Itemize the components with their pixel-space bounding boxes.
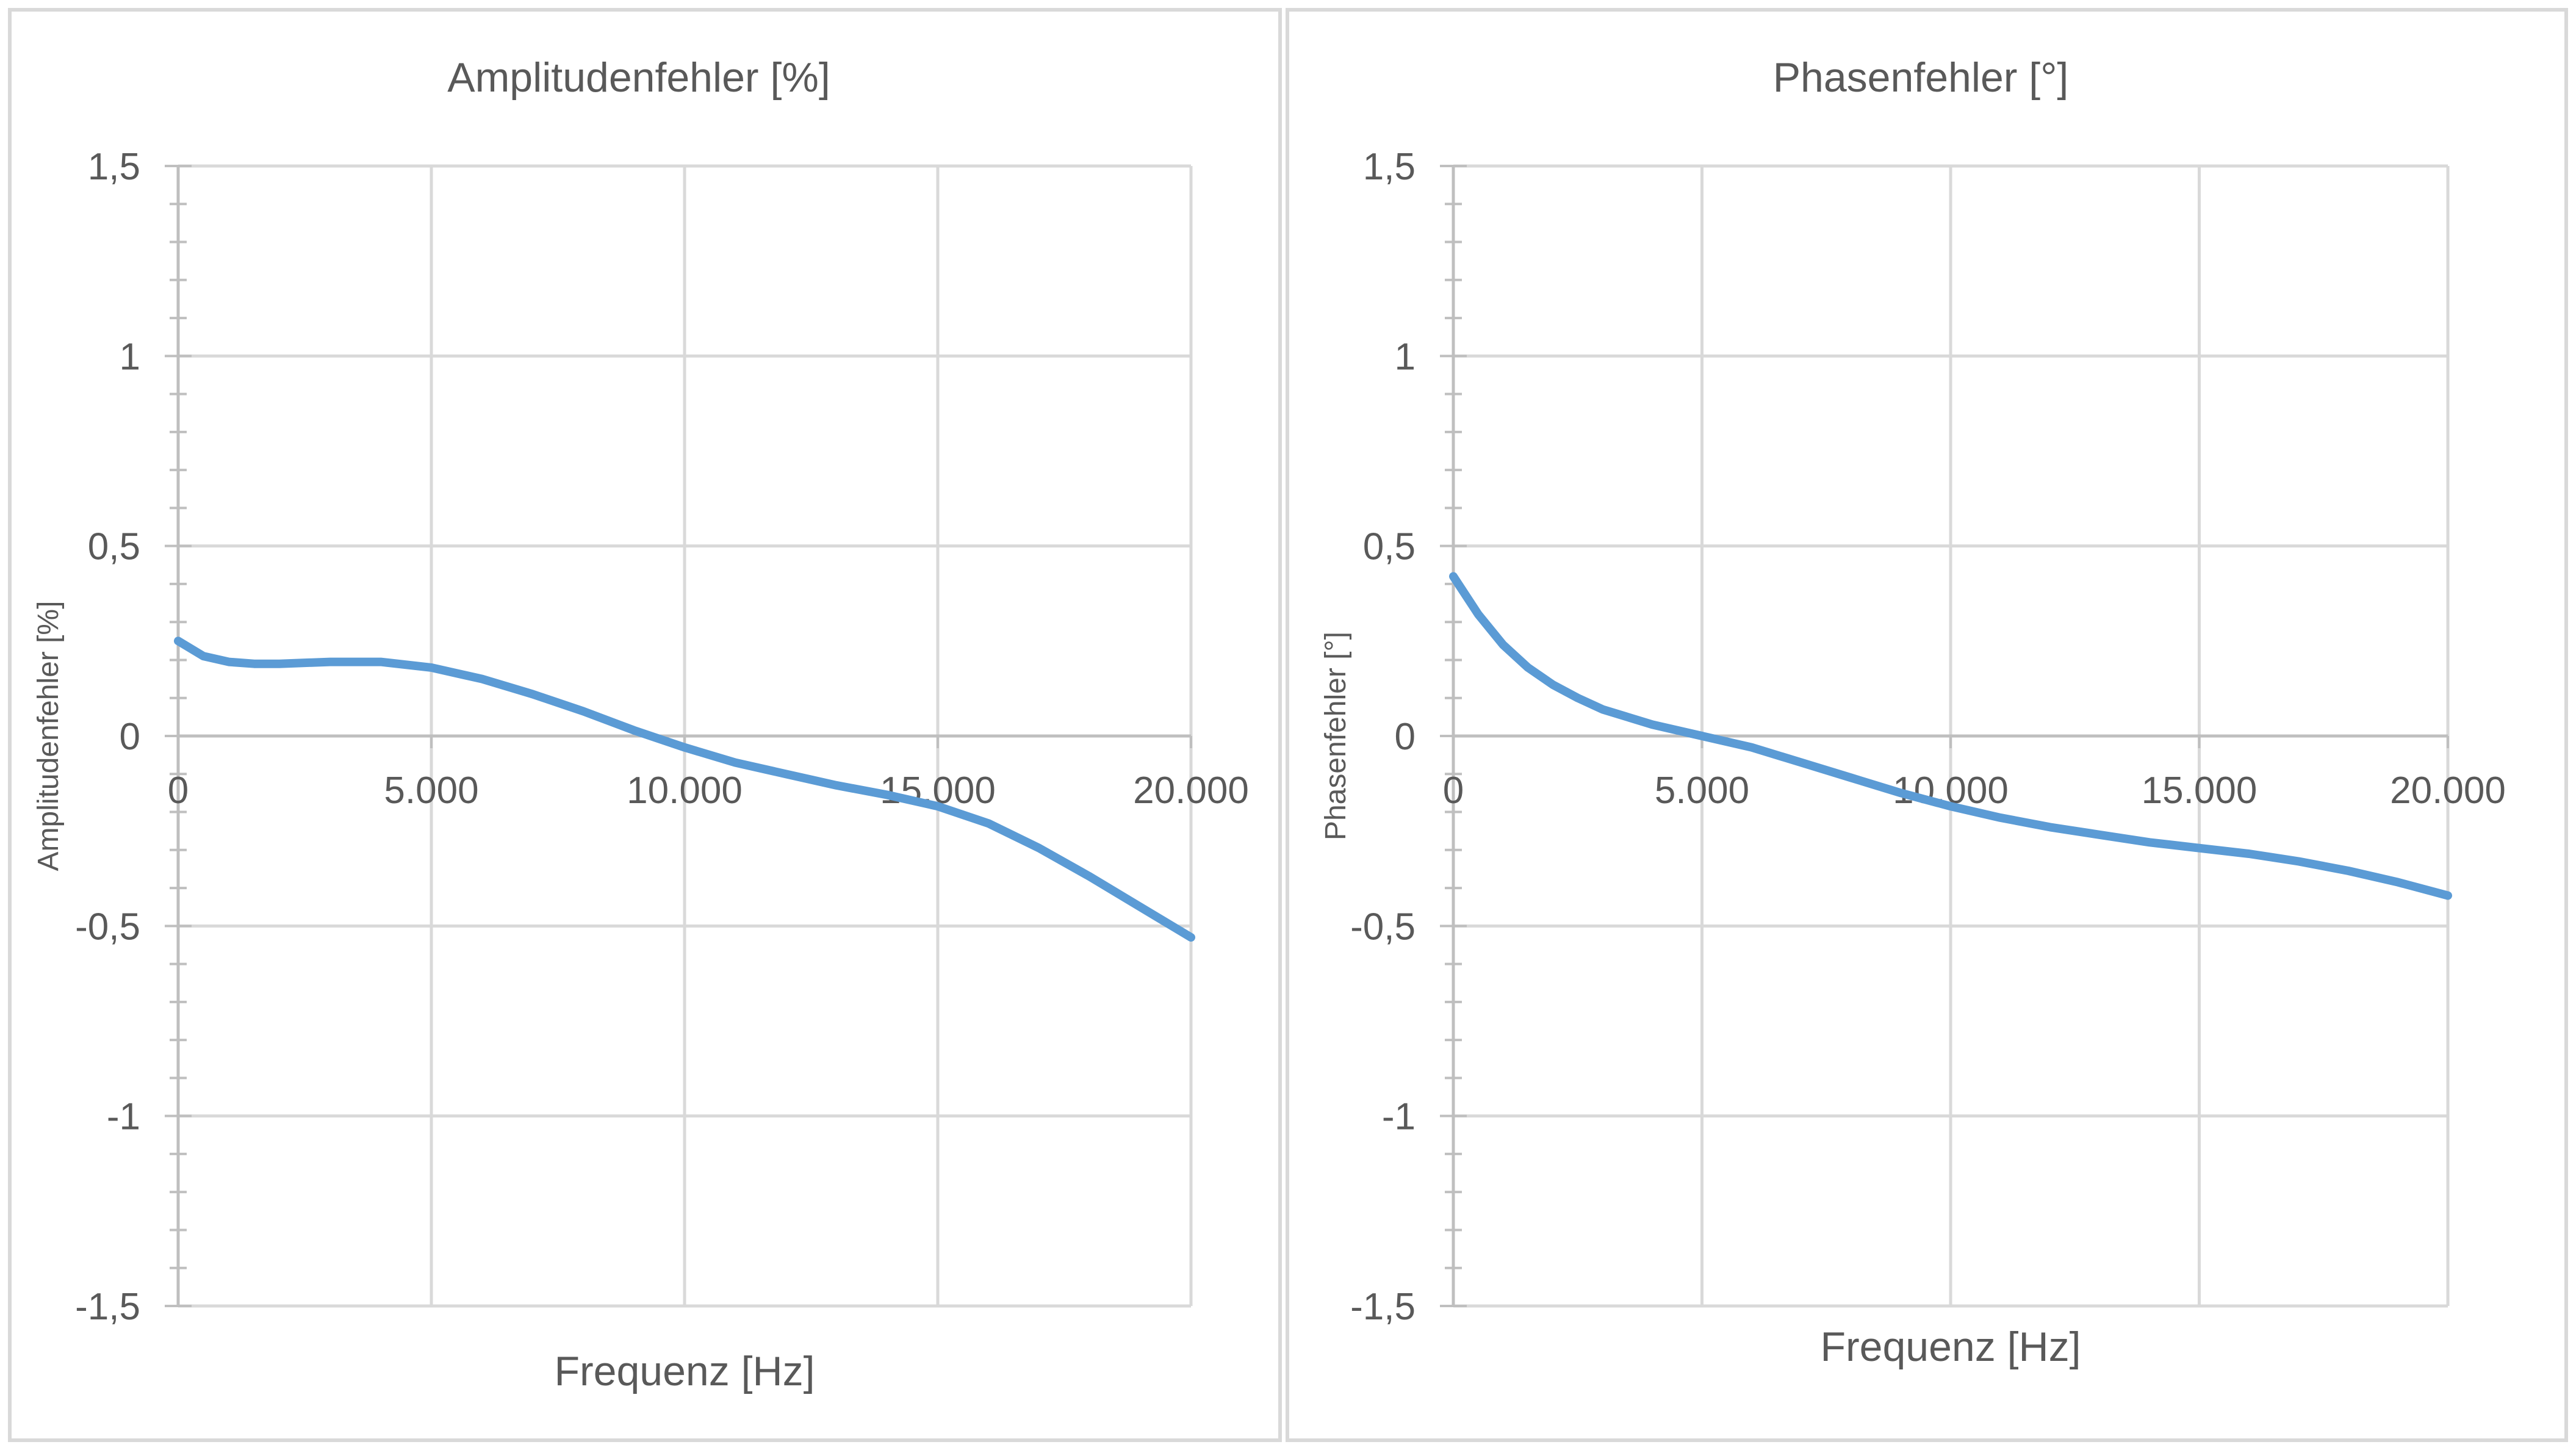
y-tick-label: -1,5 — [1350, 1286, 1416, 1328]
y-tick-label: 0,5 — [1363, 526, 1416, 568]
y-tick-label: -0,5 — [1350, 906, 1416, 948]
x-tick-label: 5.000 — [384, 770, 478, 812]
x-tick-label: 15.000 — [2142, 770, 2258, 812]
y-tick-label: 1,5 — [88, 146, 140, 188]
chart-frame — [1286, 8, 2568, 1442]
y-tick-label: 0 — [120, 716, 140, 758]
y-tick-label: 0,5 — [88, 526, 140, 568]
y-tick-label: 1,5 — [1363, 146, 1416, 188]
y-tick-label: 1 — [1395, 336, 1416, 378]
y-tick-label: -1 — [1382, 1096, 1416, 1138]
phase-error-chart: 1,510,50-0,5-1-1,50 5.000 10.000 15.000 20.0… — [1286, 8, 2568, 1442]
x-axis-title: Frequenz [Hz] — [554, 1348, 815, 1394]
chart-title: Amplitudenfehler [%] — [447, 54, 830, 101]
x-tick-label: 0 — [168, 770, 189, 812]
y-tick-label: 1 — [120, 336, 140, 378]
y-axis-title: Amplitudenfehler [%] — [32, 601, 65, 871]
x-tick-label: 5.000 — [1655, 770, 1749, 812]
y-tick-label: 0 — [1395, 716, 1416, 758]
x-axis-title: Frequenz [Hz] — [1820, 1324, 2081, 1370]
x-tick-label: 10.000 — [627, 770, 743, 812]
x-tick-label: 20.000 — [2390, 770, 2506, 812]
amplitude-error-chart: 1,510,50-0,5-1-1,50 5.000 10.000 15.000 20.0… — [8, 8, 1282, 1442]
y-tick-label: -1 — [107, 1096, 140, 1138]
y-tick-label: -0,5 — [75, 906, 140, 948]
y-axis-title: Phasenfehler [°] — [1320, 632, 1352, 840]
chart-frame — [8, 8, 1282, 1442]
x-tick-label: 0 — [1443, 770, 1464, 812]
chart-title: Phasenfehler [°] — [1773, 54, 2069, 101]
y-tick-label: -1,5 — [75, 1286, 140, 1328]
x-tick-label: 20.000 — [1133, 770, 1249, 812]
